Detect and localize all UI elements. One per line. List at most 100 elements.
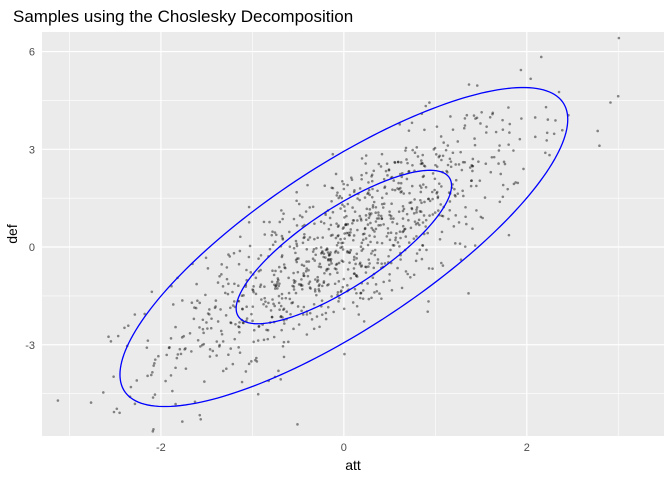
scatter-point — [394, 238, 397, 242]
scatter-point — [426, 197, 430, 201]
scatter-point — [190, 350, 193, 353]
scatter-point — [262, 220, 266, 224]
scatter-point — [370, 179, 374, 183]
scatter-point — [544, 105, 548, 109]
scatter-point — [423, 200, 426, 204]
scatter-point — [440, 185, 443, 188]
scatter-point — [225, 367, 228, 371]
scatter-point — [399, 181, 403, 185]
scatter-point — [348, 251, 352, 254]
scatter-point — [367, 188, 371, 192]
scatter-point — [377, 214, 380, 217]
scatter-point — [399, 161, 403, 164]
scatter-point — [271, 298, 274, 301]
scatter-point — [276, 287, 279, 290]
scatter-point — [406, 272, 409, 276]
scatter-point — [439, 203, 443, 206]
scatter-point — [208, 313, 211, 316]
scatter-point — [278, 282, 281, 285]
scatter-point — [355, 252, 359, 256]
scatter-point — [214, 299, 218, 302]
scatter-point — [452, 225, 456, 228]
scatter-point — [290, 301, 293, 305]
scatter-point — [216, 320, 220, 323]
scatter-point — [372, 200, 376, 204]
scatter-point — [355, 274, 358, 277]
scatter-point — [461, 160, 465, 164]
scatter-point — [337, 280, 341, 283]
scatter-point — [387, 254, 390, 258]
scatter-point — [497, 162, 500, 165]
scatter-point — [416, 221, 420, 225]
scatter-point — [360, 264, 364, 267]
scatter-point — [414, 222, 418, 226]
scatter-point — [377, 211, 380, 214]
scatter-point — [367, 216, 371, 220]
scatter-point — [475, 116, 479, 120]
scatter-point — [438, 154, 441, 158]
scatter-point — [392, 179, 396, 182]
scatter-point — [358, 187, 362, 190]
scatter-point — [313, 259, 316, 262]
scatter-point — [462, 194, 465, 198]
scatter-point — [315, 280, 319, 283]
scatter-point — [445, 169, 448, 173]
scatter-point — [533, 135, 537, 139]
scatter-point — [295, 244, 299, 248]
scatter-point — [415, 252, 419, 255]
scatter-point — [554, 119, 557, 122]
scatter-point — [262, 338, 266, 342]
scatter-point — [311, 257, 315, 261]
scatter-point — [355, 275, 359, 278]
scatter-point — [329, 223, 333, 227]
scatter-point — [415, 235, 418, 238]
scatter-point — [342, 226, 345, 229]
scatter-point — [271, 269, 274, 273]
scatter-point — [497, 149, 501, 152]
scatter-point — [382, 280, 385, 284]
scatter-point — [198, 326, 201, 329]
scatter-point — [416, 155, 420, 158]
scatter-point — [401, 217, 405, 220]
scatter-point — [421, 161, 424, 165]
scatter-point — [397, 210, 401, 213]
scatter-point — [389, 231, 393, 235]
scatter-point — [354, 262, 357, 266]
scatter-point — [340, 241, 343, 245]
scatter-point — [210, 317, 213, 320]
scatter-point — [448, 200, 452, 203]
scatter-point — [249, 271, 253, 274]
scatter-point — [321, 236, 325, 239]
scatter-point — [151, 430, 155, 433]
scatter-point — [258, 285, 262, 289]
scatter-point — [277, 369, 280, 373]
scatter-point — [471, 227, 474, 231]
scatter-point — [305, 267, 309, 270]
scatter-point — [418, 184, 422, 187]
scatter-point — [229, 347, 233, 350]
scatter-point — [352, 238, 355, 242]
scatter-point — [227, 353, 230, 357]
scatter-point — [361, 247, 365, 251]
scatter-point — [277, 265, 281, 269]
scatter-point — [439, 135, 443, 138]
scatter-point — [344, 223, 347, 227]
scatter-point — [305, 247, 309, 251]
scatter-point — [474, 117, 477, 120]
scatter-point — [282, 307, 286, 311]
scatter-point — [454, 214, 458, 217]
scatter-point — [326, 257, 330, 261]
scatter-point — [257, 325, 261, 328]
scatter-point — [349, 277, 353, 280]
plot-panel — [42, 32, 664, 436]
scatter-point — [498, 200, 502, 204]
scatter-point — [305, 260, 308, 263]
scatter-point — [488, 116, 492, 119]
scatter-point — [174, 366, 177, 370]
scatter-point — [404, 149, 407, 152]
scatter-point — [424, 218, 428, 222]
scatter-point — [361, 232, 365, 236]
scatter-point — [182, 334, 186, 338]
scatter-point — [548, 153, 551, 157]
scatter-point — [412, 212, 416, 215]
